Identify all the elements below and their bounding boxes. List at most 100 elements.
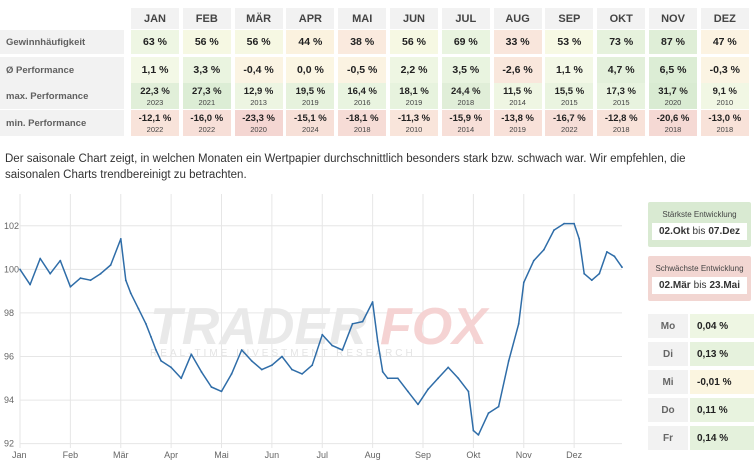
cell-year: 2020 (250, 124, 267, 134)
table-cell: 16,4 % 2016 (338, 83, 387, 109)
data-point (457, 377, 460, 380)
cell-year: 2015 (612, 97, 630, 107)
weekday-label: Do (648, 398, 688, 422)
watermark-tagline: REAL-TIME INVESTMENT RESEARCH (150, 348, 416, 359)
data-point (321, 333, 324, 336)
cell-year: 2014 (457, 124, 475, 134)
cell-year: 2023 (146, 97, 164, 107)
table-header-row: JAN FEB MÄR APR MAI JUN JUL AUG SEP OKT NOV DEZ (0, 8, 756, 29)
table-cell: 47 % (700, 30, 749, 54)
data-point (180, 377, 183, 380)
table-cell: 15,5 % 2015 (545, 83, 594, 109)
row-label: min. Performance (0, 110, 124, 136)
data-point (39, 257, 42, 260)
grid-lines (19, 194, 622, 448)
weekday-value: 0,13 % (690, 342, 754, 366)
weekday-value: 0,11 % (690, 398, 754, 422)
table-row-min-performance: min. Performance -12,1 % 2022 -16,0 % 2022-… (0, 110, 756, 136)
weakest-sep: bis (693, 280, 707, 291)
table-cell: -0,4 % (234, 57, 283, 83)
cell-year: 2016 (353, 97, 371, 107)
cell-value: 24,4 % (451, 85, 481, 97)
data-point (507, 360, 510, 362)
data-point (517, 322, 520, 325)
cell-value: 73 % (609, 36, 634, 48)
weakest-period-box: Schwächste Entwicklung 02.Mär bis 23.Mai (648, 256, 751, 301)
data-point (553, 229, 555, 231)
table-cell: -23,3 % 2020 (234, 110, 283, 136)
month-header: JUL (441, 8, 490, 29)
weekday-label: Fr (648, 426, 688, 450)
table-row-win-rate: Gewinnhäufigkeit 63 % 56 % 56 % 44 % 38 % 56 … (0, 30, 756, 54)
data-point (376, 340, 379, 343)
data-point (260, 368, 263, 371)
data-point (281, 355, 283, 358)
cell-value: 18,1 % (399, 85, 429, 97)
cell-value: 47 % (712, 36, 737, 48)
cell-value: -18,1 % (345, 112, 379, 124)
month-header: NOV (649, 8, 697, 29)
row-label: max. Performance (0, 83, 124, 109)
table-cell: -16,0 % 2022 (182, 110, 231, 136)
cell-year: 2019 (302, 97, 319, 107)
data-point (170, 366, 173, 369)
table-cell: 24,4 % 2018 (441, 83, 490, 109)
cell-value: -12,8 % (604, 112, 638, 124)
month-header: JAN (131, 8, 179, 29)
table-cell: 33 % (493, 30, 542, 54)
cell-value: 87 % (661, 36, 685, 48)
table-cell: -18,1 % 2018 (338, 110, 387, 136)
cell-value: 38 % (350, 36, 375, 48)
strongest-period-box: Stärkste Entwicklung 02.Okt bis 07.Dez (648, 202, 751, 247)
data-point (230, 373, 233, 375)
data-point (532, 259, 535, 262)
table-cell: 56 % (234, 30, 283, 54)
data-point (472, 429, 475, 432)
data-point (386, 377, 389, 380)
cell-value: 11,5 % (503, 85, 533, 97)
x-tick-label: Feb (63, 450, 79, 460)
cell-value: -11,3 % (397, 112, 431, 124)
cell-value: -23,3 % (242, 112, 275, 124)
month-header: DEZ (700, 8, 749, 29)
cell-year: 2010 (716, 97, 734, 107)
seasonal-chart-description: Der saisonale Chart zeigt, in welchen Mo… (5, 153, 686, 181)
month-header: OKT (597, 8, 646, 29)
weekday-label: Di (648, 342, 688, 366)
cell-year: 2015 (561, 97, 578, 107)
table-cell: -15,9 % 2014 (441, 110, 490, 136)
data-point (590, 279, 593, 282)
strongest-sep: bis (692, 226, 706, 237)
month-header: APR (286, 8, 335, 29)
data-point (331, 344, 334, 347)
cell-value: 44 % (298, 36, 323, 48)
table-cell: 69 % (441, 30, 490, 54)
y-tick-label: 100 (4, 264, 19, 274)
weakest-period-range: 02.Mär bis 23.Mai (652, 277, 747, 294)
weekday-value: 0,14 % (690, 426, 754, 450)
data-point (150, 336, 152, 338)
data-point (49, 272, 52, 275)
weekday-label: Mo (648, 314, 688, 338)
table-cell: 6,5 % (649, 57, 697, 83)
table-cell: 38 % (338, 30, 387, 54)
data-point (119, 238, 122, 240)
cell-value: -16,7 % (553, 112, 586, 124)
table-cell: 44 % (286, 30, 335, 54)
cell-value: -2,6 % (502, 64, 533, 76)
cell-value: -15,1 % (294, 112, 327, 124)
row-label: Gewinnhäufigkeit (0, 30, 124, 54)
x-tick-label: Dez (566, 450, 583, 460)
table-cell: -0,5 % (338, 57, 387, 83)
month-header: FEB (182, 8, 231, 29)
cell-year: 2019 (405, 97, 423, 107)
cell-value: 56 % (194, 36, 219, 48)
strongest-period-title: Stärkste Entwicklung (662, 210, 737, 219)
data-point (467, 390, 470, 393)
data-point (371, 301, 374, 303)
table-cell: 63 % (131, 30, 179, 54)
data-point (29, 283, 31, 286)
weekday-value: -0,01 % (690, 370, 754, 394)
cell-value: 6,5 % (659, 64, 687, 76)
data-point (417, 403, 419, 406)
